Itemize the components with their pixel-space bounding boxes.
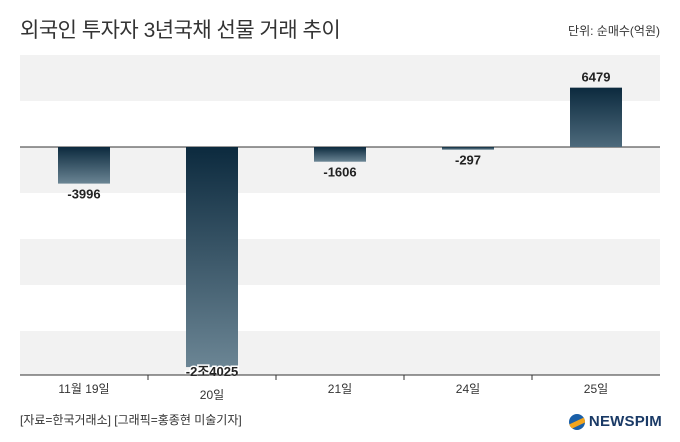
bars: -3996 -2조4025 -1606 -297 6479 <box>58 70 622 381</box>
logo-text: NEWSPIM <box>588 413 662 430</box>
data-label: -1606 <box>323 165 356 180</box>
data-label: -3996 <box>67 187 100 202</box>
bar <box>314 147 366 162</box>
x-axis: 11월 19일 20일 21일 24일 25일 <box>20 374 660 402</box>
bar <box>186 147 238 368</box>
x-tick-label: 20일 <box>200 388 224 402</box>
x-tick-label: 21일 <box>328 382 352 396</box>
chart-title: 외국인 투자자 3년국채 선물 거래 추이 <box>20 19 341 42</box>
data-label: -297 <box>455 153 481 168</box>
unit-label: 단위: 순매수(억원) <box>568 24 660 38</box>
grid-bands <box>20 55 660 375</box>
bar <box>442 147 494 150</box>
source-credit: [자료=한국거래소] [그래픽=홍종현 미술기자] <box>20 413 242 427</box>
newspim-logo-icon <box>568 413 585 430</box>
newspim-logo: NEWSPIM <box>568 413 662 430</box>
data-label: 6479 <box>582 70 611 85</box>
x-tick-label: 11월 19일 <box>58 382 109 396</box>
x-tick-label: 25일 <box>584 382 608 396</box>
bar <box>58 147 110 184</box>
x-tick-label: 24일 <box>456 382 480 396</box>
grid-band <box>20 239 660 285</box>
bar <box>570 87 622 147</box>
grid-band <box>20 331 660 375</box>
data-label: -2조4025 <box>186 364 238 379</box>
grid-band <box>20 55 660 101</box>
